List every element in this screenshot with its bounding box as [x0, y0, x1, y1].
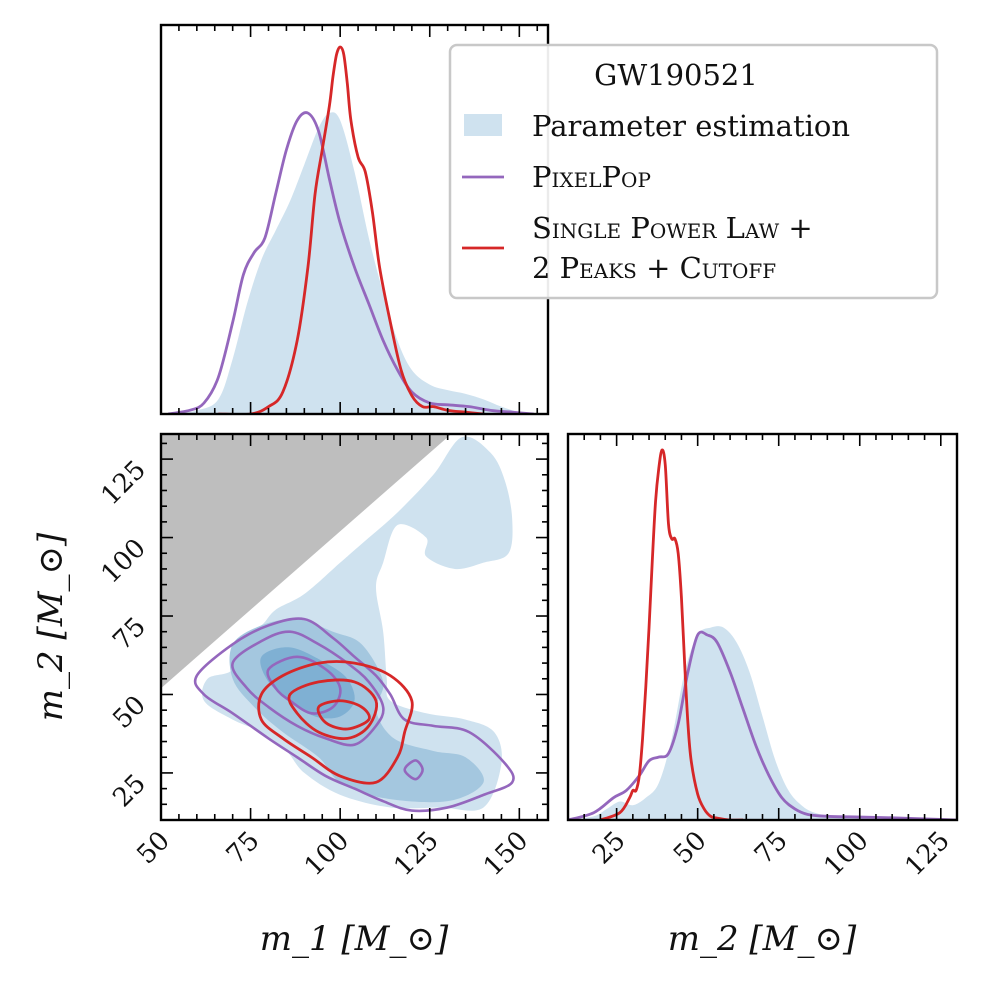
- joint-y-axis-label: m_2 [M_⊙]: [31, 532, 71, 721]
- m2-marginal-x-axis-label: m_2 [M_⊙]: [668, 919, 857, 959]
- pe-contour-middle: [229, 618, 484, 803]
- m2-marginal-panel: 25 50 75 100 125: [566, 432, 959, 882]
- joint-y-tick-label-25: 25: [107, 769, 152, 814]
- joint-x-tick-label-100: 100: [299, 826, 355, 882]
- joint-y-tick-label-100: 100: [96, 533, 152, 589]
- m1-marginal-panel: [159, 23, 550, 416]
- joint-y-tick-label-50: 50: [107, 690, 152, 735]
- legend-label-pixelpop: PixelPop: [532, 160, 651, 194]
- joint-y-tick-label-75: 75: [107, 612, 152, 657]
- legend-title: GW190521: [594, 58, 758, 92]
- m2-x-tick-label-100: 100: [818, 826, 874, 882]
- legend: GW190521 Parameter estimation PixelPop S…: [448, 43, 939, 300]
- m2-x-tick-label-75: 75: [749, 826, 794, 871]
- m1-pixelpop-line: [167, 111, 534, 414]
- legend-swatch-parameter-estimation: [464, 114, 502, 136]
- joint-x-tick-label-75: 75: [221, 826, 266, 871]
- m2-x-tick-label-50: 50: [668, 826, 713, 871]
- joint-panel-frame: [159, 432, 550, 822]
- joint-x-tick-label-50: 50: [131, 826, 176, 871]
- legend-frame: [448, 43, 939, 300]
- pixelpop-contour-outer: [193, 617, 515, 813]
- legend-label-power-law-line2: 2 Peaks + Cutoff: [532, 251, 776, 285]
- joint-x-tick-label-150: 150: [478, 826, 534, 882]
- joint-y-tick-label-125: 125: [96, 455, 152, 511]
- power-law-contour-outer: [257, 660, 414, 785]
- m2-power-law-line: [599, 448, 744, 820]
- joint-x-axis-label: m_1 [M_⊙]: [260, 919, 449, 959]
- excluded-region-m2-gt-m1: [161, 434, 452, 689]
- m2-parameter-estimation-density: [568, 626, 957, 820]
- m2-marginal-frame: [566, 432, 959, 822]
- power-law-contour-middle: [287, 678, 378, 741]
- joint-m1-m2-panel: 50 75 100 125 150 25 50 75 100 125: [96, 432, 550, 882]
- power-law-contour-inner: [316, 699, 371, 731]
- m1-power-law-line: [218, 45, 484, 414]
- pixelpop-contour-island: [403, 759, 424, 781]
- m2-x-tick-label-25: 25: [587, 826, 632, 871]
- legend-label-parameter-estimation: Parameter estimation: [532, 109, 850, 143]
- legend-label-power-law-line1: Single Power Law +: [532, 211, 813, 245]
- pixelpop-contour-inner: [266, 655, 342, 715]
- pixelpop-contour-middle: [231, 630, 385, 747]
- m2-x-tick-label-125: 125: [899, 826, 955, 882]
- joint-x-tick-label-125: 125: [388, 826, 444, 882]
